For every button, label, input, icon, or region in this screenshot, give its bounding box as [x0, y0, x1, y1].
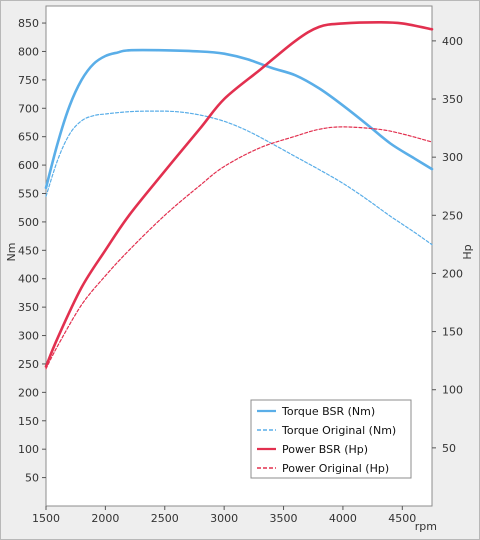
right-tick-label: 150 — [442, 326, 463, 339]
right-axis: 50 100 150 200 250 300 350 400 — [432, 35, 463, 455]
right-tick-label: 100 — [442, 384, 463, 397]
right-tick-label: 200 — [442, 267, 463, 280]
x-tick-label: 3000 — [210, 512, 238, 525]
series-line-torque-original-nm — [45, 110, 433, 246]
left-tick-label: 450 — [18, 244, 39, 257]
left-axis: 50 100 150 200 250 300 350 400 450 500 550 600 650 70… — [18, 17, 46, 485]
left-tick-label: 200 — [18, 386, 39, 399]
y-axis-label-left: Nm — [5, 243, 18, 262]
x-tick-label: 1500 — [32, 512, 60, 525]
left-tick-label: 850 — [18, 17, 39, 30]
series-line-power-bsr-hp — [44, 21, 434, 368]
series-layer — [44, 21, 434, 370]
left-tick-label: 750 — [18, 74, 39, 87]
right-tick-label: 350 — [442, 93, 463, 106]
left-tick-label: 500 — [18, 216, 39, 229]
series-line-torque-bsr-nm — [44, 48, 434, 190]
y-axis-label-right: Hp — [461, 244, 474, 259]
left-tick-label: 400 — [18, 273, 39, 286]
x-tick-label: 4500 — [388, 512, 416, 525]
left-tick-label: 300 — [18, 330, 39, 343]
series-line-power-original-hp — [45, 126, 433, 370]
legend-entry-power-bsr-hp: Power BSR (Hp) — [282, 443, 368, 456]
left-tick-label: 550 — [18, 188, 39, 201]
left-tick-label: 350 — [18, 301, 39, 314]
right-tick-label: 300 — [442, 151, 463, 164]
legend-box — [250, 399, 412, 479]
legend: Torque BSR (Nm) Torque Original (Nm) Power… — [250, 399, 412, 479]
x-tick-label: 2000 — [91, 512, 119, 525]
legend-entry-torque-original-nm: Torque Original (Nm) — [281, 424, 396, 437]
left-tick-label: 600 — [18, 159, 39, 172]
x-tick-label: 2500 — [151, 512, 179, 525]
left-tick-label: 50 — [25, 472, 39, 485]
left-tick-label: 250 — [18, 358, 39, 371]
left-tick-label: 800 — [18, 45, 39, 58]
left-tick-label: 700 — [18, 102, 39, 115]
x-tick-label: 3500 — [270, 512, 298, 525]
x-tick-label: 4000 — [329, 512, 357, 525]
left-tick-label: 150 — [18, 415, 39, 428]
x-axis: 1500 2000 2500 3000 3500 4000 4500 — [32, 506, 416, 525]
right-tick-label: 400 — [442, 35, 463, 48]
left-tick-label: 100 — [18, 443, 39, 456]
left-tick-label: 650 — [18, 131, 39, 144]
right-tick-label: 50 — [442, 442, 456, 455]
legend-entry-power-original-hp: Power Original (Hp) — [282, 462, 389, 475]
right-tick-label: 250 — [442, 209, 463, 222]
legend-entry-torque-bsr-nm: Torque BSR (Nm) — [281, 405, 375, 418]
x-axis-label: rpm — [415, 520, 437, 533]
